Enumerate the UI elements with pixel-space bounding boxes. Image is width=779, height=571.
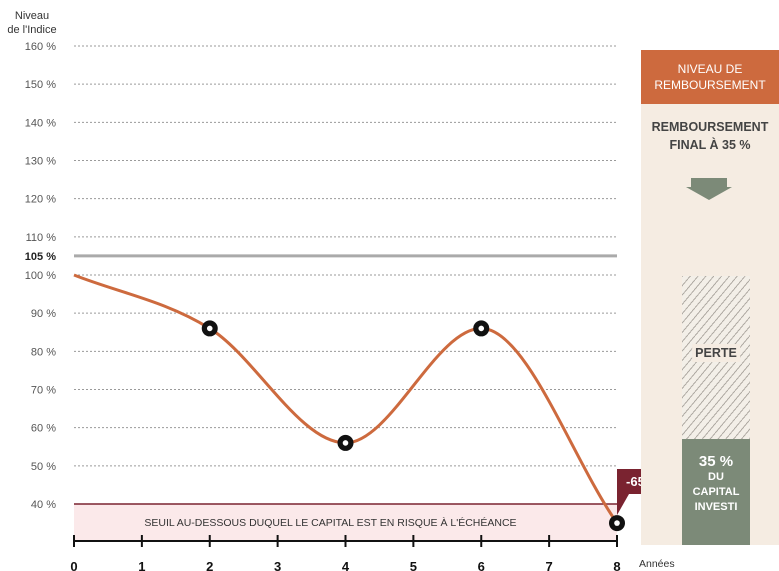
threshold-band (74, 504, 617, 541)
y-tick-label-130: 130 % (25, 155, 56, 167)
y-tick-label-150: 150 % (25, 79, 56, 91)
panel-subtitle-line-1: REMBOURSEMENT (651, 120, 769, 134)
panel-header-line-1: NIVEAU DE (677, 62, 743, 76)
y-tick-label-60: 60 % (31, 423, 56, 435)
data-point-dot-3 (614, 520, 620, 526)
y-tick-label-40: 40 % (31, 499, 56, 511)
x-tick-label-8: 8 (613, 559, 620, 571)
capital-text-line-3: INVESTI (694, 501, 738, 513)
y-tick-label-120: 120 % (25, 194, 56, 206)
panel-subtitle: REMBOURSEMENT FINAL À 35 % (641, 118, 779, 154)
capital-bar: 35 % DU CAPITAL INVESTI (682, 439, 750, 545)
loss-bar: PERTE (682, 276, 750, 439)
y-tick-label-110: 110 % (26, 232, 57, 244)
series-line (73, 273, 619, 524)
x-axis-label: Années (639, 558, 675, 570)
x-tick-label-7: 7 (546, 559, 553, 571)
x-tick-label-3: 3 (274, 559, 281, 571)
x-tick-label-6: 6 (478, 559, 485, 571)
y-tick-label-160: 160 % (25, 41, 56, 53)
down-arrow-icon (686, 178, 732, 200)
x-tick-label-1: 1 (138, 559, 145, 571)
y-axis-label-line-1: Niveau (14, 10, 50, 22)
y-tick-label-90: 90 % (31, 308, 56, 320)
loss-label: PERTE (692, 344, 740, 362)
y-axis-label: Niveau de l'Indice (4, 9, 60, 37)
threshold-label: SEUIL AU-DESSOUS DUQUEL LE CAPITAL EST E… (144, 516, 516, 529)
y-tick-label-50: 50 % (31, 461, 56, 473)
callout-pointer (617, 494, 629, 516)
reference-line-label: 105 % (25, 251, 56, 263)
panel-header: NIVEAU DE REMBOURSEMENT (641, 50, 779, 104)
y-tick-label-80: 80 % (31, 346, 56, 358)
repayment-panel: NIVEAU DE REMBOURSEMENT REMBOURSEMENT FI… (641, 50, 779, 545)
capital-percent: 35 % (698, 453, 734, 470)
data-point-dot-1 (342, 440, 349, 446)
y-tick-label-100: 100 % (25, 270, 56, 282)
capital-text-line-2: CAPITAL (692, 486, 740, 498)
panel-subtitle-line-2: FINAL À 35 % (669, 138, 751, 152)
data-point-dot-0 (206, 325, 213, 332)
y-tick-label-140: 140 % (25, 117, 56, 129)
capital-text-line-1: DU (708, 471, 724, 483)
panel-header-line-2: REMBOURSEMENT (654, 78, 766, 92)
x-tick-label-4: 4 (342, 559, 350, 571)
x-tick-label-2: 2 (206, 559, 213, 571)
data-point-dot-2 (478, 325, 485, 332)
x-tick-label-5: 5 (410, 559, 417, 571)
y-axis-label-line-2: de l'Indice (7, 24, 57, 36)
x-tick-label-0: 0 (70, 559, 77, 571)
y-tick-label-70: 70 % (31, 384, 56, 396)
